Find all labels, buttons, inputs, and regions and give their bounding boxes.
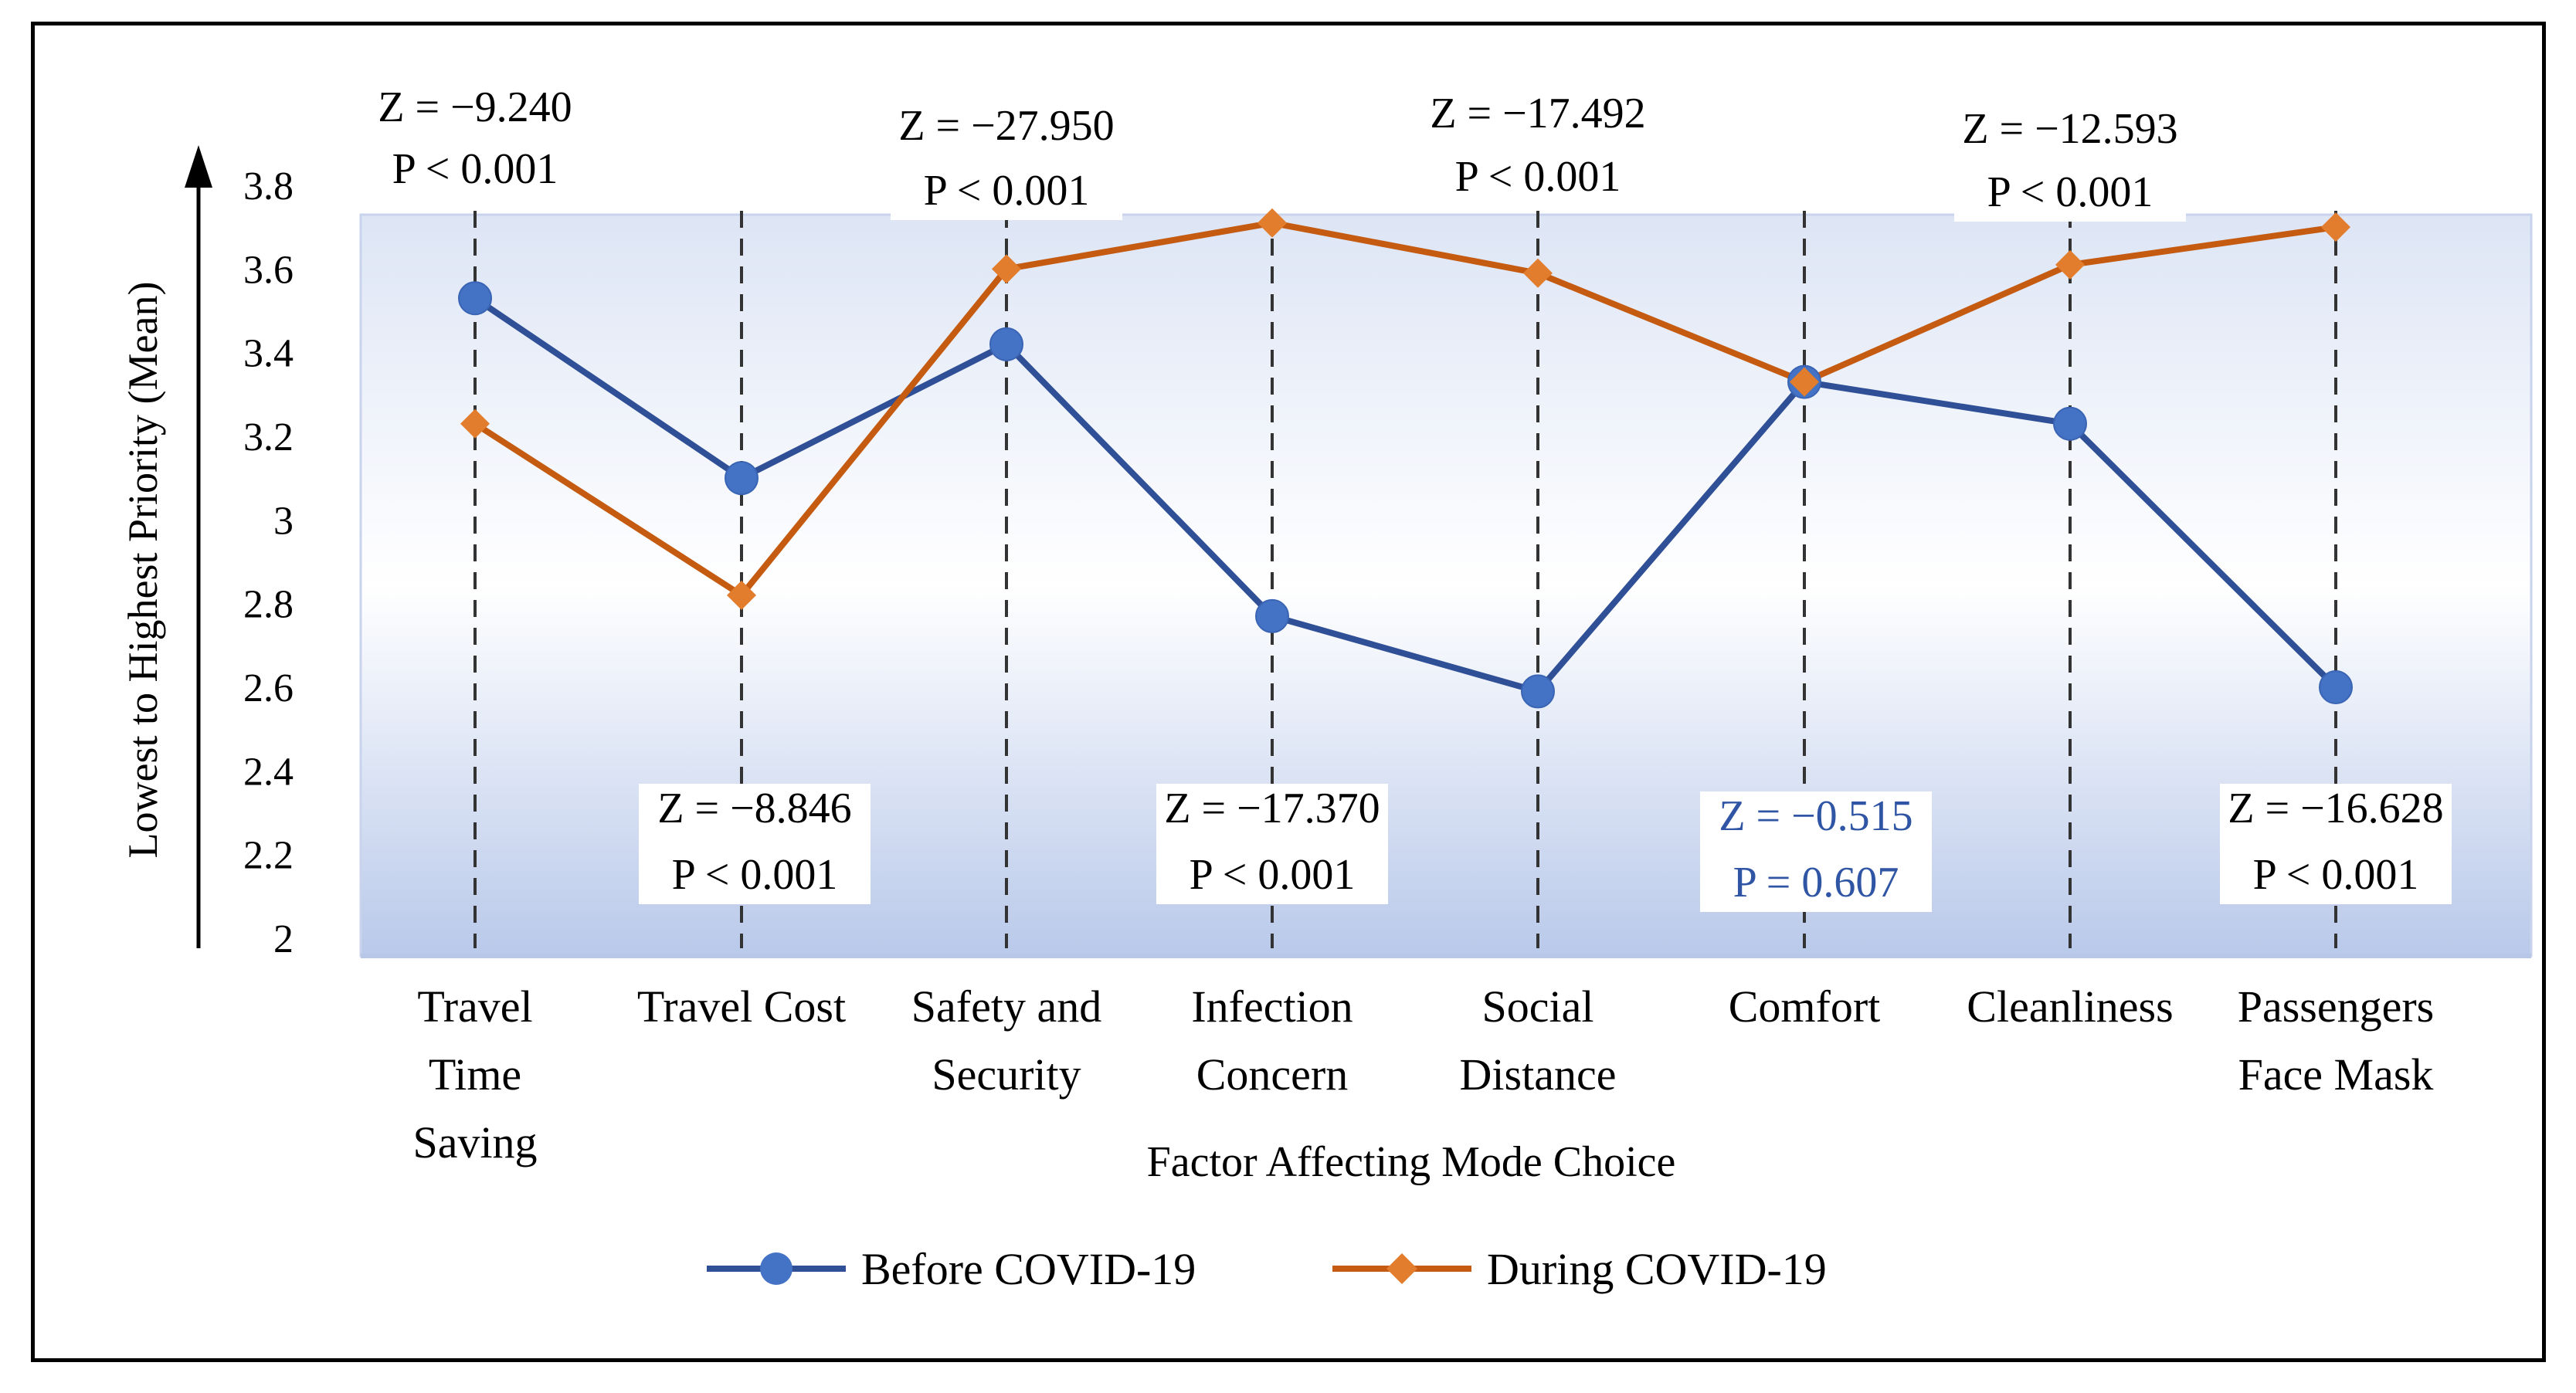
series-line-before xyxy=(473,295,2338,695)
z-statistic-label: Z = −17.492 xyxy=(1430,90,1645,137)
y-tick-label: 2 xyxy=(273,917,294,961)
p-value-label: P < 0.001 xyxy=(672,851,838,899)
legend-marker-during xyxy=(1386,1253,1417,1284)
p-value-label: P < 0.001 xyxy=(2253,851,2419,899)
p-value-label: P < 0.001 xyxy=(1190,851,1356,899)
during-covid-point xyxy=(1790,367,1819,397)
y-tick-label: 3.8 xyxy=(243,164,294,208)
x-tick-label: Distance xyxy=(1460,1049,1617,1100)
during-covid-point xyxy=(2055,249,2085,280)
x-tick-label: Safety and xyxy=(911,981,1101,1032)
y-tick-label: 2.4 xyxy=(243,750,294,794)
before-covid-point xyxy=(1255,598,1289,633)
during-covid-point xyxy=(2321,212,2350,242)
z-statistic-label: Z = −16.628 xyxy=(2228,785,2443,832)
during-covid-point xyxy=(992,254,1021,284)
z-statistic-label: Z = −12.593 xyxy=(1962,105,2177,153)
x-tick-label: Social xyxy=(1482,981,1594,1032)
legend-label-before: Before COVID-19 xyxy=(861,1244,1196,1294)
z-statistic-label: Z = −27.950 xyxy=(898,102,1114,150)
x-tick-label: Travel xyxy=(417,981,532,1032)
before-covid-point xyxy=(725,461,759,496)
x-tick-label: Time xyxy=(429,1049,521,1100)
y-tick-label: 3.2 xyxy=(243,415,294,459)
y-axis-title: Lowest to Highest Priority (Mean) xyxy=(120,282,166,859)
annotation-background xyxy=(891,101,1122,220)
line-chart: 2 2.2 2.4 2.6 2.8 3 3.2 3.4 3.6 3.8 Lowest to High… xyxy=(120,83,2533,1294)
legend: Before COVID-19 During COVID-19 xyxy=(707,1244,1827,1294)
legend-marker-before xyxy=(760,1252,792,1285)
p-value-label: P < 0.001 xyxy=(1455,153,1621,201)
x-tick-label: Comfort xyxy=(1729,981,1881,1032)
annotation-background xyxy=(2220,784,2452,904)
annotation-background xyxy=(1422,89,1654,206)
y-axis-arrow-head xyxy=(185,145,212,188)
before-covid-point xyxy=(989,327,1023,361)
before-covid-point xyxy=(2053,406,2087,441)
y-tick-label: 2.8 xyxy=(243,583,294,627)
z-statistic-label: Z = −8.846 xyxy=(657,785,851,832)
before-covid-point xyxy=(1521,674,1555,709)
annotation-background xyxy=(1700,791,1932,912)
x-tick-label: Travel Cost xyxy=(637,981,846,1032)
before-covid-point xyxy=(458,281,492,316)
x-tick-label: Concern xyxy=(1196,1049,1349,1100)
during-covid-point xyxy=(727,580,756,610)
y-axis: 2 2.2 2.4 2.6 2.8 3 3.2 3.4 3.6 3.8 Lowest to High… xyxy=(120,145,294,961)
y-tick-label: 2.6 xyxy=(243,666,294,710)
annotation-background xyxy=(639,784,871,904)
p-value-label: P < 0.001 xyxy=(924,167,1090,215)
p-value-label: P = 0.607 xyxy=(1733,859,1899,907)
annotation-background xyxy=(1156,784,1388,904)
y-tick-label: 3 xyxy=(273,499,294,543)
z-statistic-label: Z = −9.240 xyxy=(378,83,572,131)
during-covid-point xyxy=(460,408,490,439)
x-tick-label: Passengers xyxy=(2238,981,2435,1032)
x-tick-label: Saving xyxy=(412,1117,537,1168)
x-tick-label: Security xyxy=(932,1049,1081,1100)
during-covid-point xyxy=(1257,208,1287,238)
y-tick-label: 2.2 xyxy=(243,834,294,878)
annotation-background xyxy=(1954,104,2186,222)
statistic-annotations: Z = −9.240 P < 0.001 Z = −8.846 P < 0.001 Z … xyxy=(359,83,2452,912)
x-tick-label: Face Mask xyxy=(2238,1049,2434,1100)
y-tick-label: 3.6 xyxy=(243,248,294,292)
z-statistic-label: Z = −0.515 xyxy=(1719,792,1912,840)
p-value-label: P < 0.001 xyxy=(1987,168,2153,216)
x-tick-label: Infection xyxy=(1191,981,1352,1032)
during-covid-point xyxy=(1523,258,1553,288)
x-tick-label: Cleanliness xyxy=(1967,981,2173,1032)
p-value-label: P < 0.001 xyxy=(392,145,558,193)
series-layer xyxy=(458,208,2353,709)
before-covid-point xyxy=(2319,670,2353,704)
x-axis: Travel Time Saving Travel Cost Safety and Sec… xyxy=(412,981,2434,1186)
chart-frame: 2 2.2 2.4 2.6 2.8 3 3.2 3.4 3.6 3.8 Lowest to High… xyxy=(31,22,2546,1362)
x-axis-title: Factor Affecting Mode Choice xyxy=(1147,1138,1676,1186)
z-statistic-label: Z = −17.370 xyxy=(1164,785,1380,832)
series-line-during xyxy=(473,219,2337,598)
annotation-background xyxy=(359,83,591,198)
y-tick-label: 3.4 xyxy=(243,332,294,376)
legend-label-during: During COVID-19 xyxy=(1487,1244,1827,1294)
